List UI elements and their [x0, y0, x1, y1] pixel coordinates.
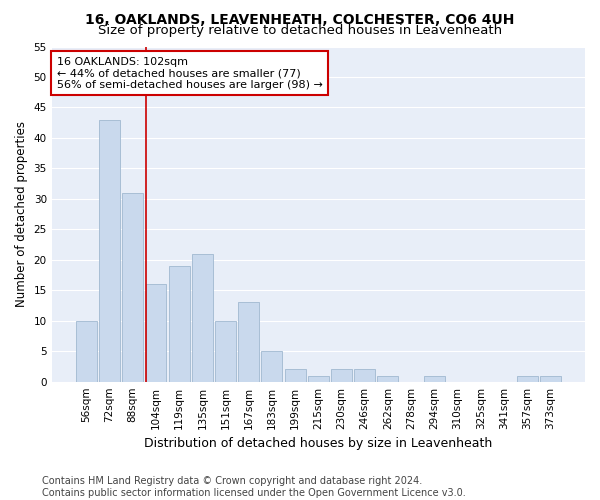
Bar [192, 254, 213, 382]
Bar [284, 370, 305, 382]
Bar [76, 320, 97, 382]
Bar [262, 351, 283, 382]
Bar [122, 193, 143, 382]
Bar [331, 370, 352, 382]
Bar [215, 320, 236, 382]
Bar [146, 284, 166, 382]
Bar [377, 376, 398, 382]
Text: 16, OAKLANDS, LEAVENHEATH, COLCHESTER, CO6 4UH: 16, OAKLANDS, LEAVENHEATH, COLCHESTER, C… [85, 12, 515, 26]
Bar [540, 376, 561, 382]
Y-axis label: Number of detached properties: Number of detached properties [15, 121, 28, 307]
Bar [99, 120, 120, 382]
X-axis label: Distribution of detached houses by size in Leavenheath: Distribution of detached houses by size … [144, 437, 493, 450]
Bar [169, 266, 190, 382]
Text: Size of property relative to detached houses in Leavenheath: Size of property relative to detached ho… [98, 24, 502, 37]
Bar [517, 376, 538, 382]
Bar [308, 376, 329, 382]
Bar [238, 302, 259, 382]
Bar [424, 376, 445, 382]
Text: 16 OAKLANDS: 102sqm
← 44% of detached houses are smaller (77)
56% of semi-detach: 16 OAKLANDS: 102sqm ← 44% of detached ho… [57, 56, 323, 90]
Bar [354, 370, 375, 382]
Text: Contains HM Land Registry data © Crown copyright and database right 2024.
Contai: Contains HM Land Registry data © Crown c… [42, 476, 466, 498]
